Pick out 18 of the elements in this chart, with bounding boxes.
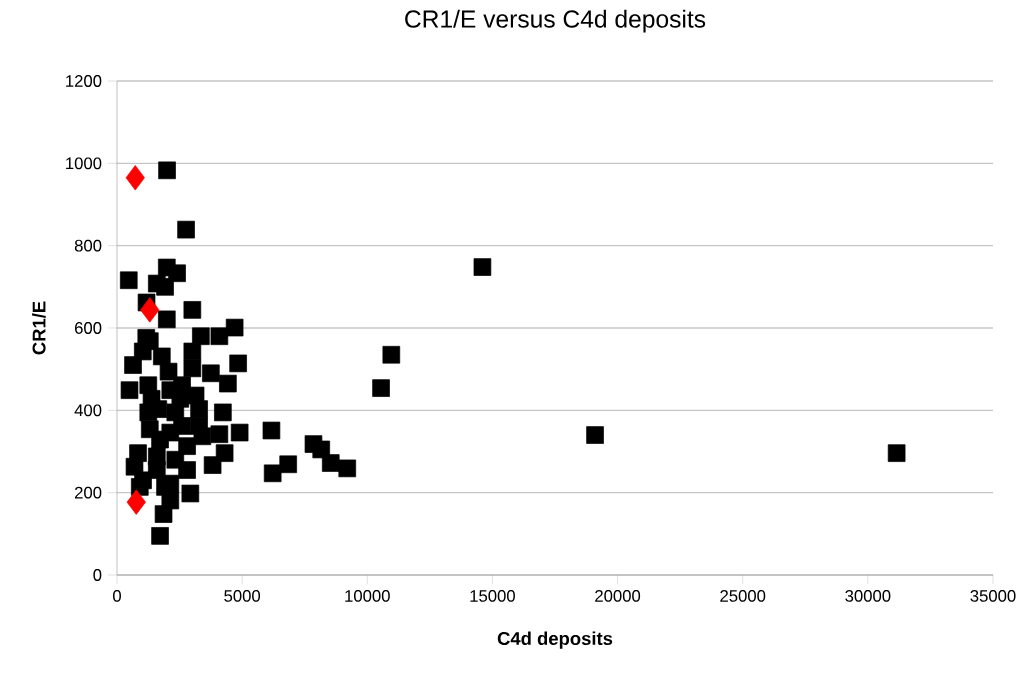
- x-tick-label: 0: [113, 590, 121, 602]
- x-tick-label: 15000: [470, 590, 515, 602]
- y-tick-label: 1200: [66, 75, 102, 87]
- x-axis-title: C4d deposits: [497, 631, 613, 649]
- y-axis-title: CR1/E: [32, 301, 46, 355]
- x-tick-label: 10000: [345, 590, 390, 602]
- x-tick-label: 5000: [224, 590, 261, 602]
- y-tick-label: 0: [93, 569, 102, 581]
- x-tick-label: 20000: [595, 590, 641, 602]
- x-tick-label: 35000: [970, 590, 1016, 602]
- y-tick-label: 600: [75, 322, 102, 334]
- y-tick-label: 200: [74, 486, 102, 499]
- x-tick-label: 25000: [720, 590, 766, 602]
- x-tick-label: 30000: [845, 590, 891, 602]
- chart-title: CR1/E versus C4d deposits: [405, 9, 706, 33]
- y-tick-label: 1000: [66, 157, 102, 170]
- y-tick-label: 800: [74, 239, 102, 252]
- y-tick-label: 400: [74, 404, 102, 417]
